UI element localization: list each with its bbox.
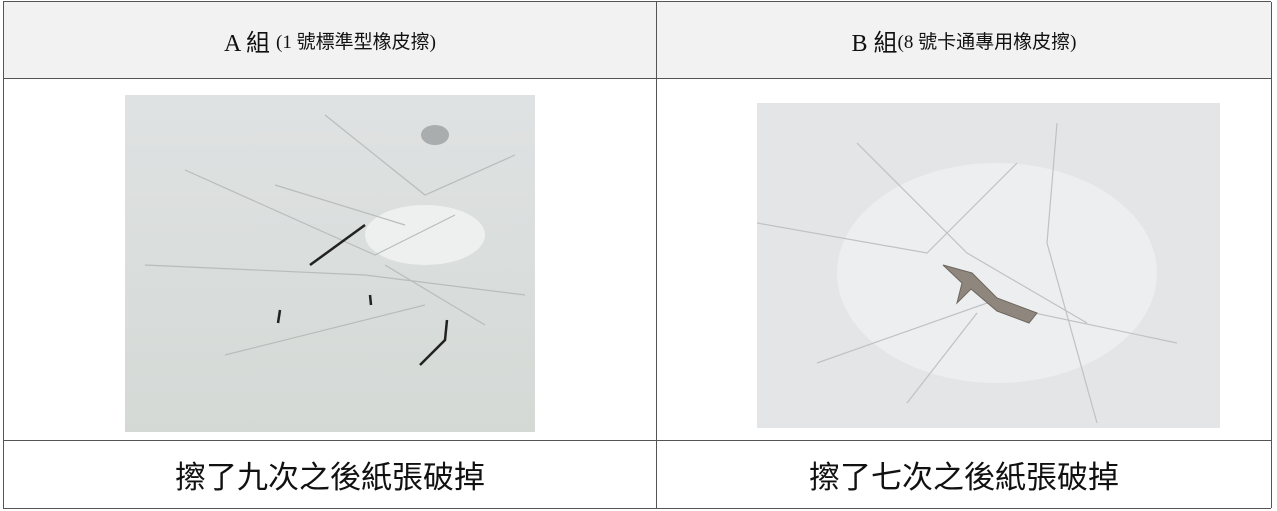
photo-b: [757, 103, 1220, 428]
caption-cell: 擦了九次之後紙張破掉: [4, 441, 656, 508]
caption: 擦了九次之後紙張破掉: [175, 460, 485, 495]
rule: [3, 2, 4, 508]
rule: [1271, 2, 1272, 508]
rule: [3, 78, 1271, 79]
photo-a: [125, 95, 535, 432]
group-label: B 組: [851, 30, 898, 57]
caption-cell: 擦了七次之後紙張破掉: [657, 441, 1271, 508]
rule: [3, 440, 1271, 441]
rule: [3, 508, 1271, 509]
rule: [3, 1, 1271, 2]
header-cell: A 組 (1 號標準型橡皮擦): [4, 2, 656, 78]
caption: 擦了七次之後紙張破掉: [809, 460, 1119, 495]
group-note: (8 號卡通專用橡皮擦): [897, 31, 1077, 53]
header-cell: B 組 (8 號卡通專用橡皮擦): [657, 2, 1271, 78]
group-label: A 組: [224, 30, 271, 57]
group-note: (1 號標準型橡皮擦): [276, 31, 436, 53]
rule: [656, 2, 657, 508]
